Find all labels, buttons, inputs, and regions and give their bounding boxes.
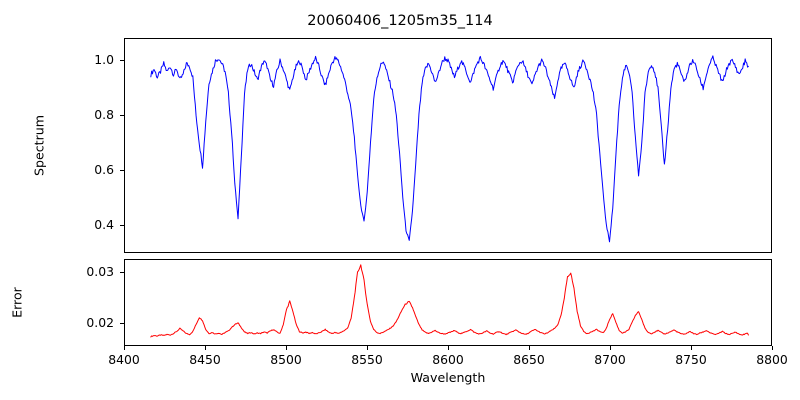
x-tick-mark xyxy=(205,346,206,350)
x-tick-label: 8550 xyxy=(351,352,383,367)
error-y-tick-mark xyxy=(120,271,124,273)
spectrum-y-tick-mark xyxy=(120,115,124,117)
x-tick-mark xyxy=(367,346,368,350)
spectrum-y-tick-label: 0.6 xyxy=(94,162,114,178)
error-y-axis-label: Error xyxy=(9,287,25,318)
x-tick-label: 8450 xyxy=(189,352,221,367)
spectrum-y-axis-label: Spectrum xyxy=(31,114,47,177)
x-tick-label: 8600 xyxy=(432,352,464,367)
x-tick-label: 8750 xyxy=(675,352,707,367)
figure-title: 20060406_1205m35_114 xyxy=(307,13,493,29)
x-tick-label: 8650 xyxy=(513,352,545,367)
x-tick-label: 8500 xyxy=(270,352,302,367)
x-tick-mark xyxy=(772,346,773,350)
error-y-tick-mark xyxy=(120,322,124,324)
spectrum-y-tick-mark xyxy=(120,60,124,62)
error-plot-panel xyxy=(124,259,772,346)
error-line-series xyxy=(125,260,771,345)
spectrum-y-tick-mark xyxy=(120,225,124,227)
error-y-tick-label: 0.03 xyxy=(86,263,114,279)
x-axis-label: Wavelength xyxy=(410,370,486,385)
x-tick-mark xyxy=(124,346,125,350)
spectrum-y-tick-mark xyxy=(120,170,124,172)
x-tick-mark xyxy=(529,346,530,350)
x-tick-mark xyxy=(286,346,287,350)
x-tick-label: 8800 xyxy=(756,352,788,367)
x-tick-mark xyxy=(448,346,449,350)
spectrum-y-tick-label: 0.4 xyxy=(94,217,114,233)
spectrum-y-tick-label: 1.0 xyxy=(94,52,114,68)
error-y-tick-label: 0.02 xyxy=(86,314,114,330)
spectrum-y-tick-label: 0.8 xyxy=(94,107,114,123)
spectrum-plot-panel xyxy=(124,38,772,253)
x-tick-mark xyxy=(610,346,611,350)
x-tick-label: 8400 xyxy=(108,352,140,367)
x-tick-mark xyxy=(691,346,692,350)
spectrum-line-series xyxy=(125,39,771,252)
x-tick-label: 8700 xyxy=(594,352,626,367)
